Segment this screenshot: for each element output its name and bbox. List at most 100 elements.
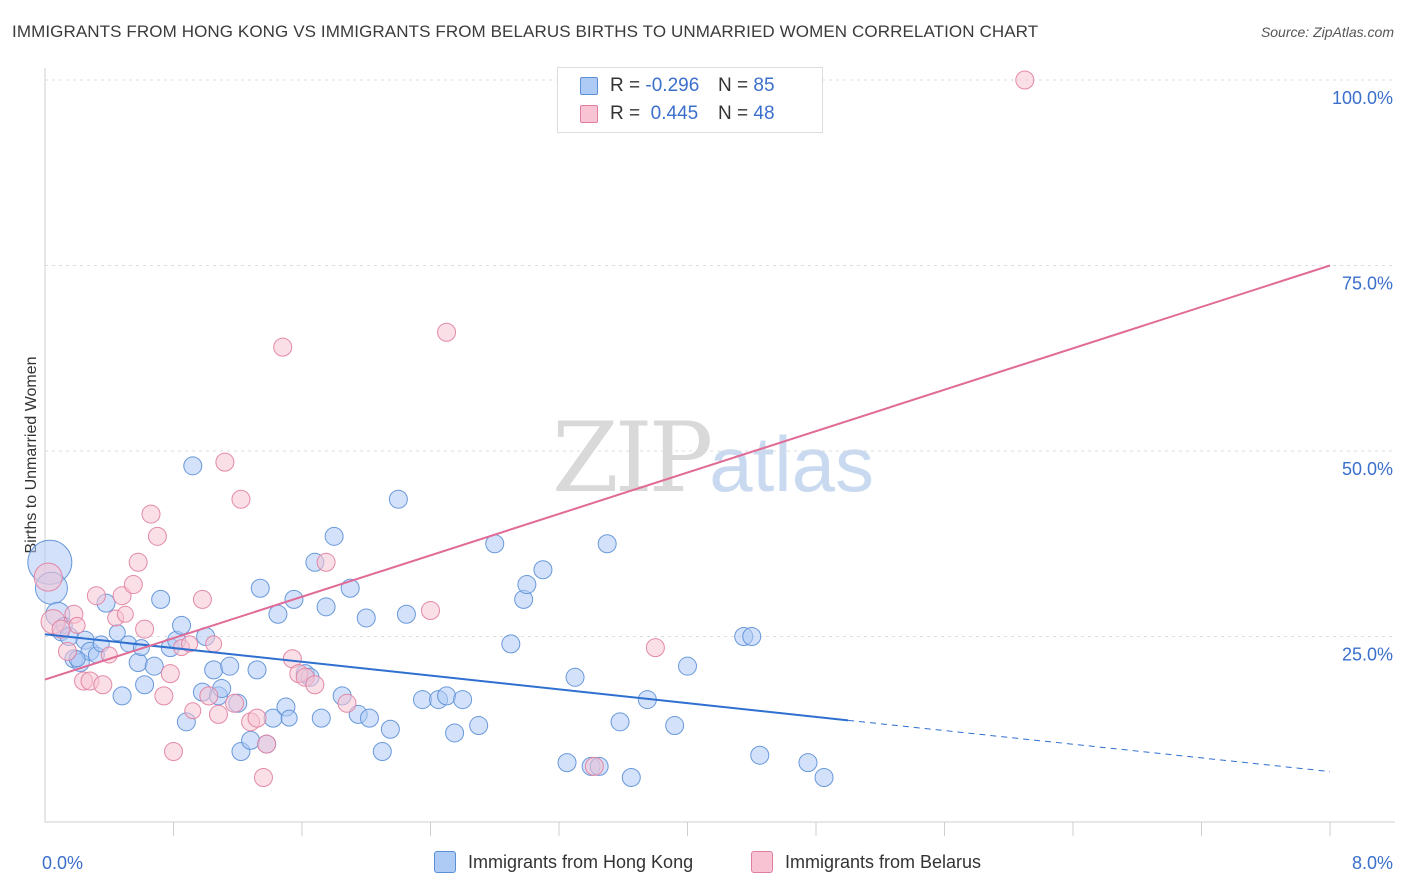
point-belarus (253, 767, 273, 787)
point-belarus (199, 686, 219, 706)
series-legend-belarus: Immigrants from Belarus (751, 851, 981, 873)
point-hong-kong (380, 719, 400, 739)
point-hong-kong (533, 560, 553, 580)
point-belarus (225, 693, 245, 713)
point-hong-kong (565, 667, 585, 687)
legend-n-hong-kong: N = 85 (718, 75, 775, 96)
point-hong-kong (311, 708, 331, 728)
point-belarus (273, 337, 293, 357)
legend-n-belarus: N = 48 (718, 103, 775, 124)
series-swatch-hong-kong (434, 851, 456, 873)
point-belarus (421, 601, 440, 621)
point-belarus (86, 586, 106, 606)
point-hong-kong (356, 608, 376, 628)
x-tick-label-max: 8.0% (1352, 853, 1393, 873)
point-hong-kong (597, 534, 617, 554)
legend-r-hong-kong: R = -0.296 (610, 75, 700, 96)
point-hong-kong (388, 489, 408, 509)
point-hong-kong (469, 716, 489, 736)
legend-swatch-belarus (580, 105, 598, 123)
series-legend: Immigrants from Hong Kong Immigrants fro… (0, 851, 1406, 877)
point-belarus (128, 552, 148, 572)
point-belarus (141, 504, 161, 524)
point-belarus (208, 704, 228, 724)
point-belarus (337, 693, 357, 713)
point-hong-kong (144, 656, 164, 676)
point-hong-kong (241, 730, 261, 750)
y-tick-label: 75.0% (1342, 274, 1393, 294)
legend-row-hong-kong: R = -0.296 N = 85 (580, 73, 775, 99)
tick-labels: 25.0% 50.0% 75.0% 100.0% 0.0% 8.0% (42, 88, 1393, 873)
point-hong-kong (750, 745, 770, 765)
point-hong-kong (135, 675, 155, 695)
chart-title: IMMIGRANTS FROM HONG KONG VS IMMIGRANTS … (12, 22, 1039, 41)
point-belarus (100, 646, 118, 664)
point-hong-kong (268, 604, 288, 624)
point-belarus (184, 702, 202, 720)
point-belarus (33, 562, 63, 592)
point-belarus (231, 489, 251, 509)
point-belarus (1015, 70, 1035, 90)
y-tick-label: 25.0% (1342, 645, 1393, 665)
point-belarus (257, 734, 277, 754)
point-belarus (93, 675, 113, 695)
point-hong-kong (250, 578, 270, 598)
trend-lines (44, 264, 1331, 773)
point-hong-kong (621, 767, 641, 787)
legend-r-belarus: R = 0.445 (610, 103, 699, 124)
point-hong-kong (220, 656, 240, 676)
point-hong-kong (501, 634, 521, 654)
point-hong-kong (204, 660, 224, 680)
point-hong-kong (517, 575, 537, 595)
source-credit: Source: ZipAtlas.com (1260, 24, 1394, 40)
axes (44, 68, 1395, 836)
point-belarus (584, 756, 604, 776)
point-belarus (154, 686, 174, 706)
series-swatch-belarus (751, 851, 773, 873)
point-hong-kong (340, 578, 360, 598)
point-belarus (116, 605, 134, 623)
point-hong-kong (280, 709, 298, 727)
point-hong-kong (798, 753, 818, 773)
point-hong-kong (814, 767, 834, 787)
point-hong-kong (412, 690, 432, 710)
grid-lines (45, 79, 1395, 637)
point-belarus (160, 664, 180, 684)
point-belarus (205, 635, 223, 653)
point-belarus (147, 526, 167, 546)
point-hong-kong (324, 526, 344, 546)
point-belarus (215, 452, 235, 472)
point-hong-kong (172, 615, 192, 635)
point-hong-kong (678, 656, 697, 676)
point-hong-kong (557, 753, 577, 773)
point-hong-kong (665, 716, 685, 736)
trend-line-hong-kong (44, 633, 849, 722)
correlation-legend: R = -0.296 N = 85 R = 0.445 N = 48 (557, 67, 823, 133)
trend-line-belarus (44, 264, 1331, 681)
point-belarus (192, 589, 212, 609)
point-hong-kong (396, 604, 416, 624)
point-belarus (68, 616, 86, 634)
point-hong-kong (128, 652, 148, 672)
point-hong-kong (445, 723, 465, 743)
point-hong-kong (359, 708, 379, 728)
point-hong-kong (247, 660, 267, 680)
point-belarus (181, 635, 199, 653)
point-hong-kong (372, 742, 392, 762)
legend-swatch-hong-kong (580, 77, 598, 95)
point-hong-kong (151, 589, 171, 609)
point-belarus (164, 742, 183, 762)
x-tick-label-min: 0.0% (42, 853, 83, 873)
point-hong-kong (183, 456, 203, 476)
point-hong-kong (610, 712, 630, 732)
point-belarus (437, 322, 457, 342)
point-belarus (57, 641, 77, 661)
point-hong-kong (742, 627, 762, 646)
point-hong-kong (453, 690, 473, 710)
data-points (27, 70, 1035, 787)
series-legend-hong-kong: Immigrants from Hong Kong (434, 851, 693, 873)
point-belarus (316, 552, 336, 572)
point-hong-kong (316, 597, 336, 617)
trend-line-hong-kong-projection (848, 719, 1331, 773)
